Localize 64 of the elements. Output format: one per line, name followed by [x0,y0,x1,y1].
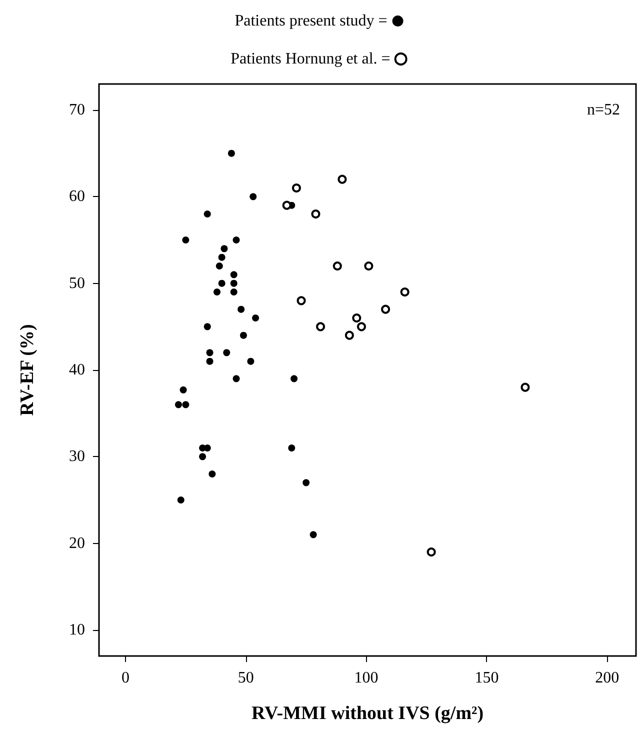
x-tick-label: 0 [121,670,130,686]
point [204,210,211,218]
point [230,288,238,296]
y-axis-title: RV-EF (%) [17,324,38,416]
point [223,349,230,356]
point [332,262,342,270]
point [252,314,260,322]
point [290,375,298,382]
legend-label: Patients Hornung et al. = [230,50,390,68]
point [240,332,247,339]
point [364,262,374,270]
point [426,548,436,556]
y-tick-label: 20 [69,534,85,552]
point [311,210,320,218]
point [381,304,390,314]
point [250,193,257,200]
point [174,401,182,408]
point [182,236,190,244]
point [230,280,238,287]
point [182,401,190,408]
point [208,470,216,478]
point [199,453,206,460]
y-tick-label: 40 [69,362,85,378]
point [206,349,214,356]
point [216,262,223,270]
point [218,254,226,261]
point [356,322,366,332]
point [247,358,254,365]
y-tick-label: 50 [69,274,85,292]
point [214,288,220,296]
point [520,382,530,392]
point [344,330,354,340]
point [180,386,187,394]
point [206,358,214,365]
legend-label: Patients present study = [234,12,388,30]
x-tick-label: 100 [354,670,378,686]
x-tick-label: 150 [474,670,499,686]
point [310,531,317,538]
y-tick-label: 70 [69,102,85,118]
point [288,444,296,452]
point [352,314,362,322]
point [232,375,240,382]
y-tick-label: 60 [69,188,85,206]
point [177,496,184,504]
point [230,271,238,278]
point [218,280,226,287]
y-tick-label: 10 [69,622,85,638]
point [220,245,228,252]
point [282,200,292,210]
point [338,174,347,184]
x-tick-label: 50 [238,670,254,686]
point [400,288,410,296]
point [204,323,211,330]
point [228,150,235,157]
point [302,479,310,486]
annotation: n=52 [586,102,620,118]
point [292,184,301,192]
point [296,296,306,306]
x-axis-title: RV-MMI without IVS (g/m²) [251,703,484,724]
point [232,236,240,244]
point [238,306,245,313]
x-tick-label: 200 [595,670,620,686]
y-tick-label: 30 [69,448,85,466]
point [316,322,326,332]
